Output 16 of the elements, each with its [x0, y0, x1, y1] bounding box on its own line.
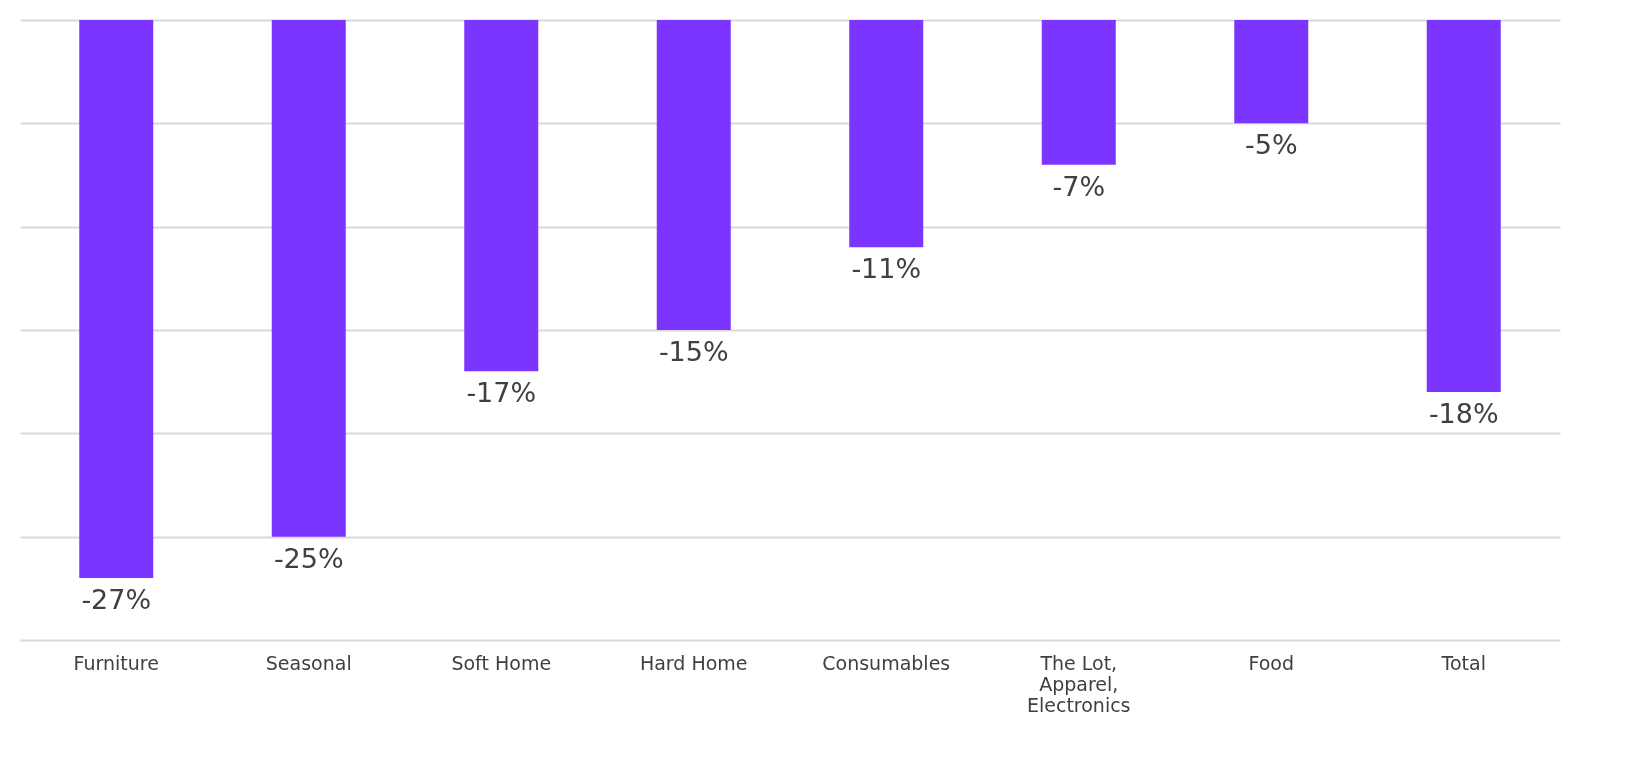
x-tick-label: Food: [1248, 651, 1295, 674]
data-label: -25%: [273, 542, 344, 574]
x-tick-label: Consumables: [822, 651, 951, 674]
data-label: -15%: [658, 336, 729, 367]
x-tick-label: Total: [1440, 651, 1486, 674]
x-tick-label: The Lot, Apparel, Electronics: [1026, 651, 1131, 716]
data-label: -27%: [81, 584, 152, 615]
data-label: -7%: [1052, 170, 1106, 202]
x-tick-label: Soft Home: [451, 651, 552, 674]
data-label: -18%: [1428, 398, 1499, 429]
x-tick-label: Hard Home: [639, 651, 748, 674]
data-label: -11%: [851, 253, 922, 285]
x-tick-label: Furniture: [73, 651, 159, 674]
data-label: -5%: [1244, 129, 1298, 161]
data-label: -17%: [466, 377, 537, 409]
x-tick-label: Seasonal: [265, 651, 352, 674]
